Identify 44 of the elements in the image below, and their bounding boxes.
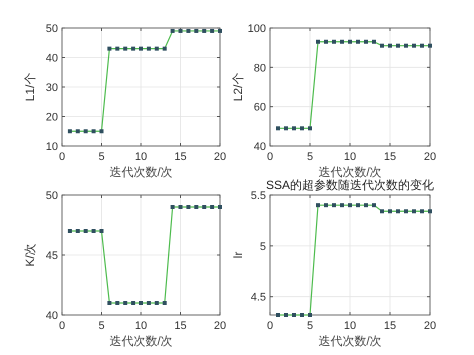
x-axis-title: 迭代次数/次 [109, 165, 173, 179]
chart-title: SSA的超参数随迭代次数的变化 [266, 178, 434, 192]
y-tick-label: 4.5 [250, 292, 266, 304]
y-tick-label: 40 [46, 52, 58, 64]
y-tick-label: 20 [46, 112, 58, 124]
x-tick-label: 0 [58, 151, 66, 163]
x-tick-label: 20 [424, 151, 436, 163]
y-tick-label: 60 [254, 102, 266, 114]
x-tick-label: 0 [266, 320, 274, 332]
x-tick-label: 10 [344, 320, 356, 332]
x-tick-label: 10 [344, 151, 356, 163]
y-tick-label: 5.5 [250, 190, 266, 202]
x-tick-label: 10 [134, 151, 148, 163]
x-tick-label: 10 [134, 320, 148, 332]
y-axis-title: L1/个 [23, 72, 37, 102]
x-tick-label: 15 [174, 320, 187, 332]
x-axis-title: 迭代次数/次 [318, 334, 382, 348]
y-axis-title: L2/个 [231, 72, 245, 102]
x-tick-label: 0 [266, 151, 274, 163]
y-tick-label: 30 [46, 82, 58, 94]
x-tick-label: 20 [214, 151, 226, 163]
x-tick-label: 15 [174, 151, 187, 163]
x-axis-title: 迭代次数/次 [109, 334, 173, 348]
x-tick-label: 5 [306, 151, 314, 163]
x-tick-label: 20 [214, 320, 226, 332]
x-tick-label: 20 [424, 320, 436, 332]
y-tick-label: 50 [46, 23, 58, 35]
y-axis-title: K/次 [23, 243, 37, 267]
y-axis-title: lr [231, 252, 245, 258]
x-tick-label: 0 [58, 320, 66, 332]
y-tick-label: 40 [46, 310, 58, 322]
y-tick-label: 80 [254, 62, 266, 74]
y-tick-label: 45 [46, 250, 58, 262]
x-tick-label: 5 [306, 320, 314, 332]
x-tick-label: 15 [384, 320, 396, 332]
x-tick-label: 5 [98, 320, 105, 332]
x-tick-label: 5 [98, 151, 105, 163]
y-tick-label: 50 [46, 190, 58, 202]
y-tick-label: 40 [254, 141, 266, 153]
y-tick-label: 100 [248, 23, 266, 35]
x-tick-label: 15 [384, 151, 396, 163]
y-tick-label: 5 [260, 240, 266, 253]
y-tick-label: 10 [46, 141, 58, 153]
x-axis-title: 迭代次数/次 [318, 165, 382, 179]
